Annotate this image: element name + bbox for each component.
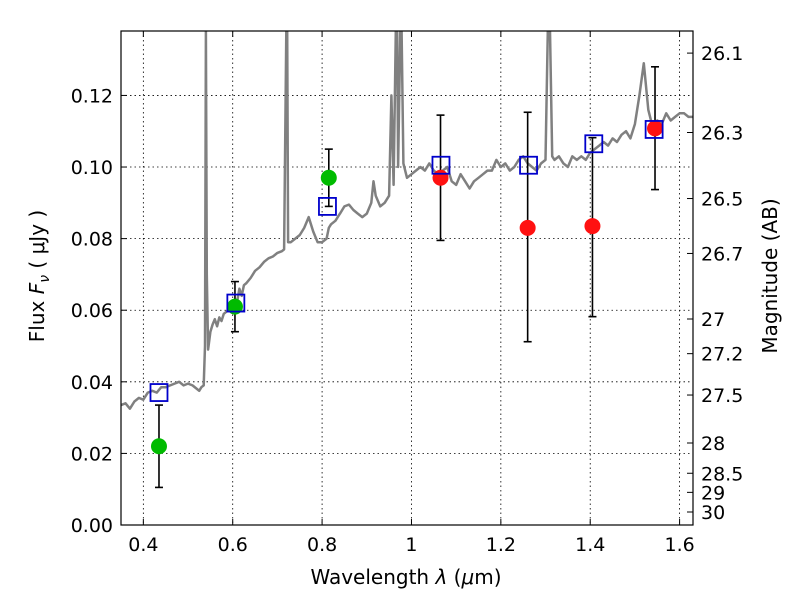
y2-tick-label: 27.2	[701, 344, 743, 366]
y-tick-label: 0.06	[71, 300, 113, 322]
x-tick-label: 1.6	[664, 534, 694, 556]
x-axis-label: Wavelength λ (μm)	[310, 565, 501, 589]
y-tick-label: 0.00	[71, 515, 113, 537]
y-tick-label: 0.10	[71, 157, 113, 179]
y2-tick-label: 29	[701, 482, 725, 504]
y2-tick-label: 30	[701, 502, 725, 524]
y-axis-label: Flux Fν ( μJy )	[25, 210, 53, 342]
data-point	[432, 169, 449, 186]
data-marks	[149, 65, 664, 489]
model-photometry-square	[431, 155, 451, 175]
y-tick-label: 0.02	[71, 443, 113, 465]
data-point	[519, 219, 536, 236]
data-point	[150, 438, 167, 455]
y-tick-label: 0.04	[71, 372, 113, 394]
data-point	[320, 169, 337, 186]
spectrum-layer	[121, 31, 693, 410]
y2-tick-label: 27	[701, 309, 725, 331]
axis-ticks: 0.4 0.6 0.8 1 1.2 1.4 1.6 0.00 0.02 0.04 0.06 0.08 0…	[71, 31, 743, 556]
y2-tick-label: 28.5	[701, 463, 743, 485]
spectrum-line	[121, 31, 693, 410]
y2-tick-label: 27.5	[701, 385, 743, 407]
x-tick-label: 0.4	[128, 534, 158, 556]
y2-tick-label: 26.7	[701, 243, 743, 265]
y2-tick-label: 26.5	[701, 189, 743, 211]
y-tick-label: 0.12	[71, 85, 113, 107]
x-tick-label: 0.8	[307, 534, 337, 556]
x-tick-label: 0.6	[218, 534, 248, 556]
x-tick-label: 1	[405, 534, 417, 556]
data-point	[226, 298, 243, 315]
model-photometry-square	[584, 134, 604, 154]
y2-tick-label: 28	[701, 433, 725, 455]
y2-tick-label: 26.3	[701, 122, 743, 144]
right-axis-label: Magnitude (AB)	[758, 198, 782, 353]
model-photometry-square	[149, 383, 169, 402]
x-tick-label: 1.2	[486, 534, 516, 556]
model-photometry-square	[644, 120, 664, 139]
model-photometry-square	[519, 155, 538, 175]
plot-frame	[120, 30, 694, 526]
y2-tick-label: 26.1	[701, 43, 743, 65]
y-tick-label: 0.08	[71, 229, 113, 251]
model-photometry-square	[318, 197, 337, 216]
data-point	[584, 218, 601, 235]
model-photometry-square	[226, 293, 246, 313]
data-point	[647, 120, 664, 137]
x-tick-label: 1.4	[575, 534, 605, 556]
